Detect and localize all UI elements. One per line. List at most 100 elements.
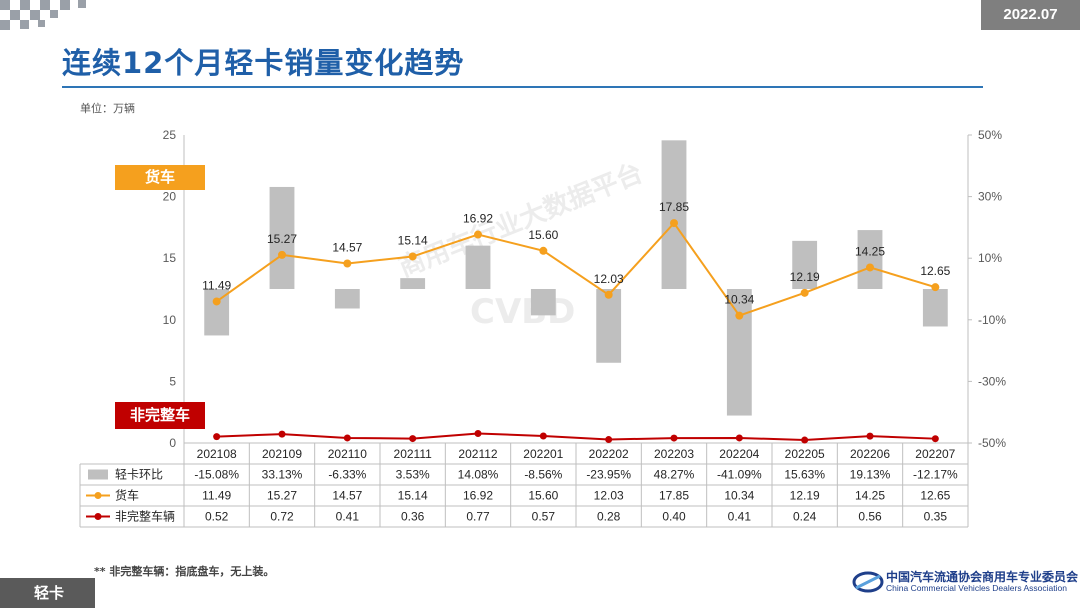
table-cell-truck: 15.60 [528,489,558,503]
truck-line [216,221,936,317]
unit-label: 单位：万辆 [80,102,135,115]
y-right-tick-label: -30% [978,374,1006,388]
chassis-point [931,435,939,443]
chassis-point [539,432,547,440]
watermark-brand: CVBD [470,292,576,332]
truck-data-label: 12.65 [920,264,950,278]
truck-point [735,311,744,320]
table-cell-bar: 33.13% [262,468,303,482]
table-cell-chassis: 0.52 [205,510,229,524]
association-logo: 中国汽车流通协会商用车专业委员会 China Commercial Vehicl… [852,566,1078,596]
legend-key-truck-marker [94,492,102,499]
report-date-badge: 2022.07 [981,0,1080,30]
truck-data-label: 11.49 [202,278,231,292]
truck-point [474,230,482,239]
mom-change-bar [465,245,491,289]
table-cell-chassis: 0.57 [532,510,556,524]
title-underline [62,86,983,88]
chassis-point [278,430,286,438]
truck-data-label: 12.03 [594,272,624,286]
y-right-tick-label: -10% [978,313,1006,327]
table-cell-chassis: 0.56 [858,510,882,524]
mom-change-bar [922,289,948,327]
y-right-tick-label: -50% [978,436,1006,450]
truck-point [604,290,613,299]
y-right-tick-label: 30% [978,190,1002,204]
truck-point [343,259,352,268]
table-cell-chassis: 0.40 [662,510,686,524]
chassis-point [801,436,809,444]
x-tick-label: 202203 [654,447,694,461]
table-cell-bar: -6.33% [328,468,366,482]
truck-point [539,246,548,255]
truck-data-label: 16.92 [463,212,493,226]
mom-change-bar [530,289,556,316]
x-tick-label: 202108 [197,447,237,461]
table-cell-chassis: 0.77 [466,510,490,524]
table-cell-truck: 12.65 [920,489,950,503]
table-cell-truck: 11.49 [202,489,231,503]
x-tick-label: 202110 [328,447,367,461]
table-cell-bar: -41.09% [717,468,762,482]
table-cell-chassis: 0.24 [793,510,817,524]
table-cell-bar: 15.63% [784,468,825,482]
truck-point [866,263,874,272]
table-cell-chassis: 0.41 [728,510,752,524]
chassis-point [735,434,743,442]
truck-data-label: 15.60 [528,228,558,242]
truck-data-label: 10.34 [724,293,754,307]
table-cell-truck: 15.27 [267,489,297,503]
chassis-point [605,436,613,444]
association-emblem-icon [852,571,884,593]
y-right-tick-label: 10% [978,251,1002,265]
truck-data-label: 12.19 [790,270,820,284]
mom-change-bar [726,289,752,416]
truck-point [670,219,678,228]
x-tick-label: 202201 [523,447,563,461]
chassis-point [866,432,874,440]
table-cell-truck: 12.19 [790,489,820,503]
table-cell-chassis: 0.35 [924,510,948,524]
truck-series-tag: 货车 [115,165,205,190]
truck-data-label: 17.85 [659,200,689,214]
y-left-tick-label: 20 [163,190,177,204]
x-tick-label: 202202 [589,447,629,461]
table-cell-bar: -23.95% [586,468,631,482]
table-cell-truck: 12.03 [594,489,624,503]
mom-change-bar [792,240,818,289]
table-cell-bar: -8.56% [524,468,562,482]
mom-change-bar [661,140,687,289]
table-cell-truck: 14.57 [332,489,362,503]
association-name-cn: 中国汽车流通协会商用车专业委员会 [886,570,1079,584]
x-tick-label: 202204 [719,447,759,461]
truck-point [931,283,940,292]
table-cell-bar: -12.17% [913,468,958,482]
legend-label-truck: 货车 [115,488,139,503]
y-right-tick-label: 50% [978,128,1002,142]
table-cell-chassis: 0.72 [270,510,294,524]
table-cell-bar: 14.08% [458,468,499,482]
table-cell-bar: 3.53% [396,468,430,482]
mom-change-bar [269,186,295,289]
x-tick-label: 202206 [850,447,890,461]
legend-key-chassis-marker [94,513,102,520]
table-cell-chassis: 0.36 [401,510,425,524]
chassis-point [343,434,351,442]
chassis-line [216,432,936,442]
chassis-point [670,434,678,442]
truck-data-label: 15.27 [267,232,297,246]
truck-point [212,297,221,306]
truck-point [408,252,417,261]
association-name-en: China Commercial Vehicles Dealers Associ… [886,583,1067,593]
corner-checker-pattern [0,0,86,30]
truck-point [278,250,286,259]
table-cell-truck: 15.14 [398,489,428,503]
table-cell-chassis: 0.28 [597,510,621,524]
footnote: ** 非完整车辆：指底盘车，无上装。 [94,565,275,578]
section-tag: 轻卡 [0,578,95,608]
table-cell-chassis: 0.41 [336,510,360,524]
mom-change-bar [857,230,883,289]
table-cell-bar: -15.08% [194,468,239,482]
mom-change-bar [596,289,622,363]
